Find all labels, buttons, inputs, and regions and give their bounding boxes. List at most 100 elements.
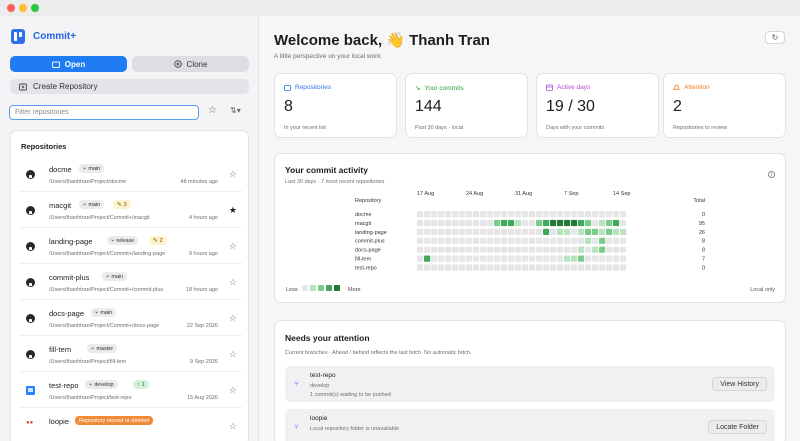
heatmap-cell[interactable] [543,211,550,218]
heatmap-cell[interactable] [578,246,585,253]
view-history-button[interactable]: View History [712,377,767,391]
heatmap-cell[interactable] [571,237,578,244]
heatmap-cell[interactable] [536,228,543,235]
heatmap-cell[interactable] [557,246,564,253]
heatmap-cell[interactable] [480,219,487,227]
heatmap-cell[interactable] [431,211,438,218]
heatmap-cell[interactable] [445,246,452,253]
heatmap-cell[interactable] [466,211,473,218]
heatmap-cell[interactable] [620,255,627,262]
heatmap-cell[interactable] [466,246,473,253]
heatmap-cell[interactable] [550,246,557,253]
heatmap-cell[interactable] [613,237,620,244]
heatmap-cell[interactable] [557,219,564,227]
heatmap-cell[interactable] [431,219,438,227]
heatmap-cell[interactable] [487,255,494,262]
heatmap-cell[interactable] [599,219,606,227]
heatmap-cell[interactable] [564,264,571,271]
heatmap-cell[interactable] [515,228,522,235]
heatmap-cell[interactable] [557,237,564,244]
heatmap-cell[interactable] [529,237,536,244]
heatmap-cell[interactable] [466,264,473,271]
refresh-button[interactable]: ↻ [765,31,785,44]
heatmap-cell[interactable] [480,264,487,271]
heatmap-cell[interactable] [606,246,613,253]
heatmap-cell[interactable] [466,228,473,235]
heatmap-cell[interactable] [620,264,627,271]
heatmap-cell[interactable] [438,264,445,271]
heatmap-cell[interactable] [522,237,529,244]
heatmap-cell[interactable] [613,228,620,235]
heatmap-cell[interactable] [543,237,550,244]
heatmap-cell[interactable] [480,255,487,262]
heatmap-cell[interactable] [536,264,543,271]
heatmap-cell[interactable] [452,246,459,253]
heatmap-cell[interactable] [494,237,501,244]
heatmap-cell[interactable] [564,228,571,235]
heatmap-cell[interactable] [487,237,494,244]
heatmap-cell[interactable] [466,255,473,262]
heatmap-cell[interactable] [550,219,557,227]
heatmap-cell[interactable] [529,228,536,235]
heatmap-cell[interactable] [522,246,529,253]
heatmap-cell[interactable] [473,211,480,218]
heatmap-cell[interactable] [508,246,515,253]
favorite-star-icon[interactable]: ☆ [228,385,237,395]
heatmap-cell[interactable] [613,264,620,271]
close-window-button[interactable] [7,4,15,12]
heatmap-cell[interactable] [515,246,522,253]
heatmap-cell[interactable] [508,228,515,235]
favorite-star-icon[interactable]: ☆ [228,277,237,287]
heatmap-cell[interactable] [480,237,487,244]
heatmap-cell[interactable] [417,264,424,271]
heatmap-cell[interactable] [585,255,592,262]
heatmap-cell[interactable] [487,264,494,271]
heatmap-cell[interactable] [571,246,578,253]
heatmap-cell[interactable] [438,211,445,218]
heatmap-cell[interactable] [550,255,557,262]
heatmap-cell[interactable] [445,237,452,244]
heatmap-cell[interactable] [564,219,571,227]
heatmap-cell[interactable] [578,264,585,271]
heatmap-cell[interactable] [550,237,557,244]
heatmap-cell[interactable] [585,246,592,253]
heatmap-cell[interactable] [452,237,459,244]
heatmap-cell[interactable] [599,246,606,253]
heatmap-cell[interactable] [487,228,494,235]
heatmap-cell[interactable] [578,211,585,218]
heatmap-cell[interactable] [599,237,606,244]
heatmap-cell[interactable] [571,264,578,271]
heatmap-cell[interactable] [557,264,564,271]
open-button[interactable]: Open [10,56,127,72]
heatmap-cell[interactable] [564,211,571,218]
heatmap-cell[interactable] [438,246,445,253]
heatmap-cell[interactable] [522,211,529,218]
heatmap-cell[interactable] [494,264,501,271]
heatmap-cell[interactable] [599,255,606,262]
heatmap-cell[interactable] [585,219,592,227]
heatmap-cell[interactable] [536,255,543,262]
heatmap-cell[interactable] [508,219,515,227]
list-item[interactable]: commit-plus ⑂ main /Users/thanhtran/Proje… [11,264,248,300]
heatmap-cell[interactable] [529,219,536,227]
heatmap-cell[interactable] [613,246,620,253]
heatmap-cell[interactable] [424,237,431,244]
heatmap-cell[interactable] [494,246,501,253]
clone-button[interactable]: Clone [132,56,249,72]
heatmap-cell[interactable] [459,246,466,253]
heatmap-cell[interactable] [599,228,606,235]
info-icon[interactable]: i [768,171,775,178]
heatmap-cell[interactable] [543,264,550,271]
heatmap-cell[interactable] [578,228,585,235]
heatmap-cell[interactable] [424,264,431,271]
heatmap-cell[interactable] [543,246,550,253]
heatmap-cell[interactable] [501,211,508,218]
list-item[interactable]: fill-tem ⑂ master /Users/thanhtran/Projec… [11,336,248,372]
heatmap-cell[interactable] [529,246,536,253]
heatmap-cell[interactable] [508,237,515,244]
heatmap-cell[interactable] [459,228,466,235]
list-item[interactable]: docme ⑂ main /Users/thanhtran/Project/doc… [11,156,248,192]
heatmap-cell[interactable] [494,255,501,262]
heatmap-cell[interactable] [592,237,599,244]
heatmap-cell[interactable] [522,228,529,235]
